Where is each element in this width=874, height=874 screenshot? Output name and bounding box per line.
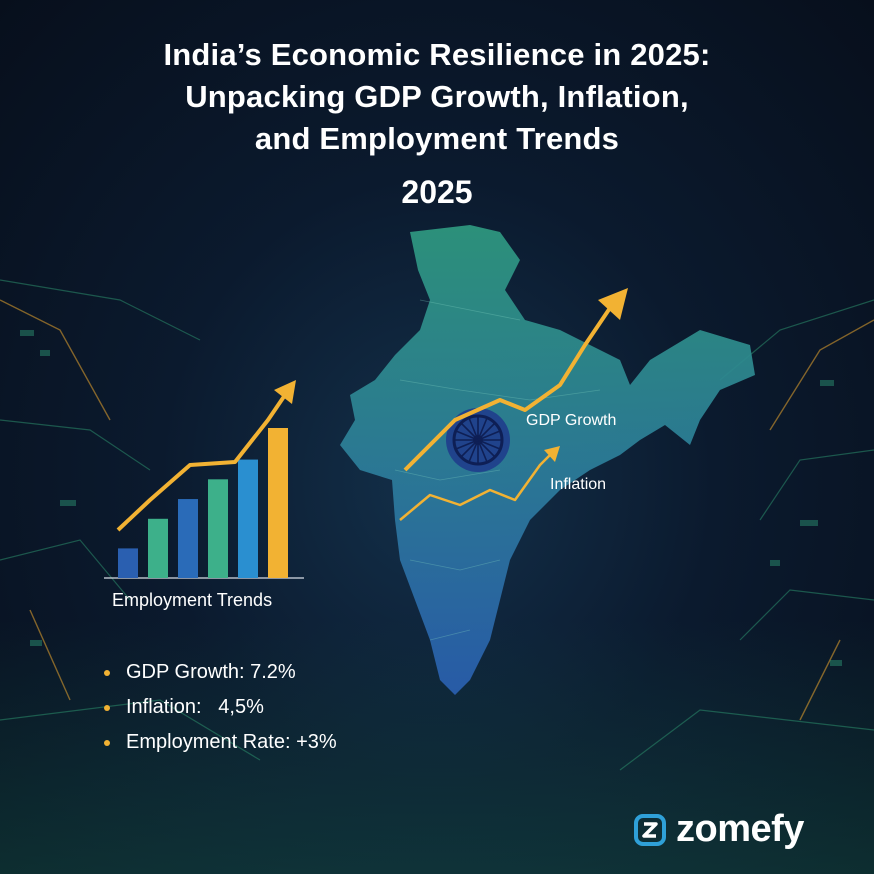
inflation-line [399,454,551,521]
india-map-shape [340,225,755,695]
gdp-arrow-head [598,288,628,320]
gdp-growth-map-label: GDP Growth [526,412,617,429]
stat-inflation-text: Inflation: 4,5% [126,696,264,718]
inflation-arrow-head [544,446,560,462]
bullet-dot [104,739,110,746]
employment-bar [118,548,138,578]
bullet-dot [104,704,110,711]
page-title: India’s Economic Resilience in 2025: Unp… [0,34,874,160]
stat-gdp: GDP Growth: 7.2% [104,655,337,690]
stat-employment-text: Employment Rate: +3% [126,731,337,753]
inflation-map-label: Inflation [550,476,607,493]
gdp-growth-line [403,303,614,472]
brand-name: zomefy [676,808,804,850]
year-label: 2025 [401,174,473,210]
title-line-2: Unpacking GDP Growth, Inflation, [185,79,689,114]
bullet-dot [104,669,110,676]
chakra-emblem [446,408,510,472]
stat-gdp-text: GDP Growth: 7.2% [126,661,296,683]
brand-logo[interactable]: zomefy [634,808,804,851]
title-line-3: and Employment Trends [254,121,620,156]
employment-bar [148,518,168,578]
stats-list: GDP Growth: 7.2% Inflation: 4,5% Employm… [104,655,337,760]
employment-bar [178,499,198,578]
title-line-1: India’s Economic Resilience in 2025: [163,37,711,72]
employment-bar [208,479,228,578]
stat-inflation: Inflation: 4,5% [104,690,337,725]
zomefy-logo-icon [634,813,666,846]
employment-bar [268,428,288,578]
stat-employment: Employment Rate: +3% [104,725,337,760]
employment-trend-line [116,393,287,532]
employment-arrow-head [274,380,296,404]
employment-bar [238,459,258,578]
employment-trends-label: Employment Trends [112,590,273,610]
